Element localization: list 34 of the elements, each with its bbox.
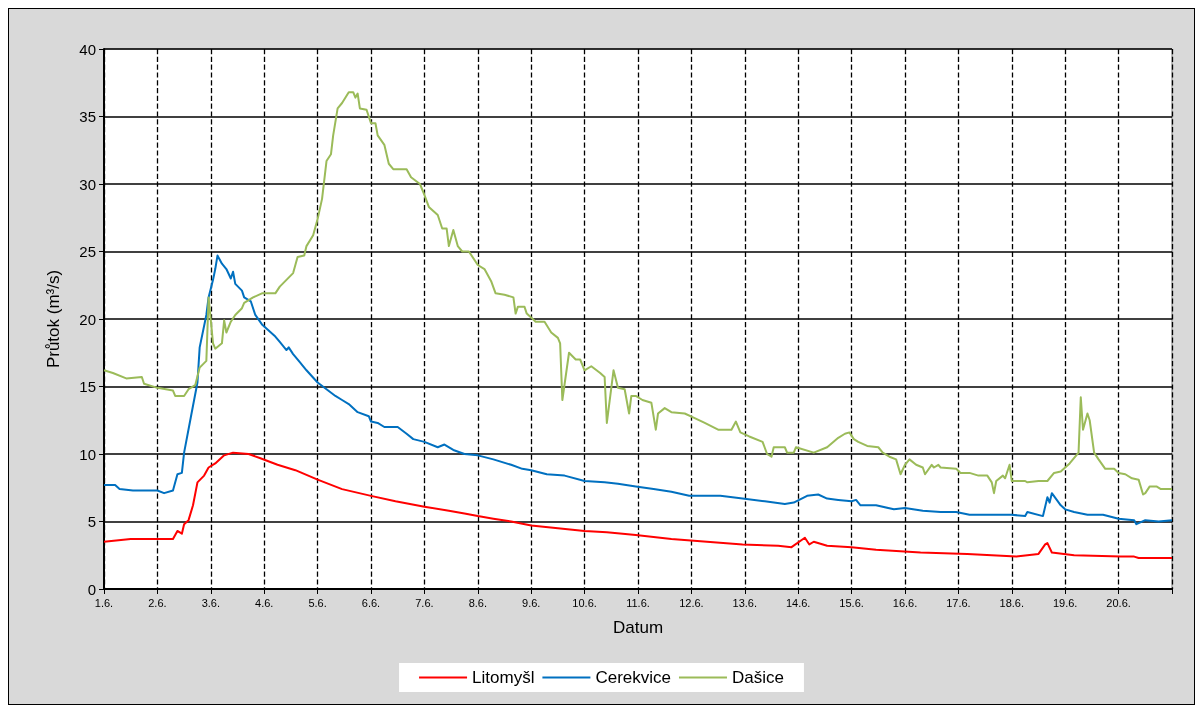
y-tick-label: 0 <box>87 580 96 598</box>
x-tick-label: 3.6. <box>201 596 220 609</box>
legend-label: Dašice <box>731 668 784 687</box>
x-tick-label: 10.6. <box>572 596 597 609</box>
legend-label: Litomyšl <box>472 668 535 687</box>
y-tick-label: 10 <box>79 445 96 463</box>
x-tick-label: 17.6. <box>946 596 971 609</box>
x-tick-label: 14.6. <box>785 596 811 609</box>
y-tick-label: 25 <box>79 243 96 260</box>
x-tick-label: 7.6. <box>415 596 434 609</box>
x-tick-label: 9.6. <box>522 596 541 609</box>
x-tick-label: 4.6. <box>255 596 274 609</box>
y-tick-label: 30 <box>79 175 96 193</box>
y-axis-title: Průtok (m³/s) <box>44 269 63 369</box>
x-tick-label: 18.6. <box>999 596 1025 609</box>
x-tick-label: 12.6. <box>679 596 704 609</box>
x-tick-label: 15.6. <box>839 596 864 609</box>
legend-label: Cerekvice <box>595 668 671 687</box>
y-tick-label: 20 <box>79 310 96 328</box>
x-tick-label: 16.6. <box>892 596 918 609</box>
x-tick-label: 6.6. <box>361 596 381 609</box>
y-tick-label: 5 <box>87 513 96 530</box>
x-tick-label: 20.6. <box>1106 596 1131 609</box>
y-tick-label: 15 <box>79 378 96 395</box>
x-tick-label: 11.6. <box>626 596 650 609</box>
x-tick-label: 8.6. <box>468 596 487 609</box>
x-tick-label: 1.6. <box>94 596 114 609</box>
x-tick-label: 2.6. <box>148 596 167 609</box>
y-tick-label: 40 <box>79 40 96 58</box>
x-tick-label: 19.6. <box>1052 596 1078 609</box>
x-axis-title: Datum <box>612 618 664 637</box>
x-tick-label: 13.6. <box>732 596 758 609</box>
x-tick-label: 5.6. <box>308 596 327 609</box>
y-tick-label: 35 <box>79 108 96 125</box>
